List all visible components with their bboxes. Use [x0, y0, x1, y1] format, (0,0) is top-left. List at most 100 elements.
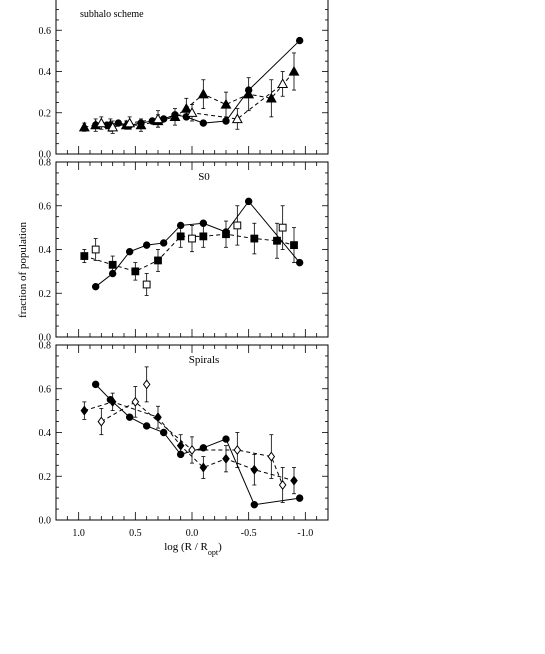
data-point-filled-circle [91, 380, 100, 389]
data-point-filled-circle [199, 119, 208, 127]
data-point-filled-circle [91, 282, 100, 291]
data-point-filled-triangle [135, 119, 147, 130]
data-point-open-square [188, 234, 196, 243]
series-filled-triangle [78, 52, 300, 132]
series-open-diamond [142, 366, 151, 403]
data-point-filled-triangle [265, 92, 277, 103]
data-point-filled-square [154, 256, 162, 265]
series-line [95, 200, 301, 288]
data-point-open-triangle [186, 107, 198, 117]
y-tick-label: 0.0 [39, 150, 52, 161]
y-axis-label: fraction of population [17, 222, 29, 318]
data-point-filled-diamond [199, 462, 208, 473]
data-point-filled-square [80, 252, 89, 260]
data-point-filled-diamond [108, 396, 117, 407]
data-point-open-triangle [277, 78, 289, 89]
data-point-filled-circle [159, 239, 168, 247]
plot-frame [55, 0, 329, 155]
data-point-filled-circle [222, 435, 230, 443]
y-tick-label: 0.0 [39, 516, 52, 527]
series-group [80, 366, 304, 509]
data-point-filled-square [131, 267, 140, 276]
y-tick-label: 0.6 [39, 201, 52, 212]
y-tick-label: 0.6 [39, 384, 52, 395]
y-tick-label: 0.4 [39, 245, 52, 256]
x-tick-label: -1.0 [297, 528, 313, 539]
data-point-filled-triangle [243, 88, 255, 99]
y-tick-label: 0.4 [39, 428, 52, 439]
x-tick-label: 1.0 [72, 528, 85, 539]
data-point-open-square [233, 221, 242, 230]
panel-title: S0 [198, 171, 210, 183]
data-point-filled-circle [125, 247, 134, 256]
data-point-open-square [278, 223, 287, 232]
data-point-filled-triangle [180, 102, 192, 113]
data-point-filled-square [108, 260, 117, 269]
data-point-filled-diamond [290, 475, 298, 486]
data-point-open-triangle [95, 117, 107, 128]
series-group [80, 197, 304, 296]
panel-bottom: 0.0 0.2 0.4 0.6 0.8 1.0 0.5 0.0 -0.5 -1.0 Spirals [39, 341, 329, 539]
plot-frame [55, 344, 329, 521]
data-point-filled-diamond [176, 440, 185, 451]
y-tick-label: 0.4 [39, 67, 52, 78]
data-point-filled-triangle [197, 88, 209, 99]
y-tick-label: 0.2 [39, 108, 52, 119]
data-point-filled-circle [295, 494, 304, 502]
data-point-filled-circle [244, 197, 253, 206]
data-point-filled-square [199, 232, 208, 241]
data-point-filled-diamond [154, 412, 162, 423]
data-point-open-triangle [107, 121, 119, 132]
y-tick-label: 0.8 [39, 341, 52, 352]
panel-annotation: subhalo scheme [80, 9, 144, 20]
x-tick-label: 0.0 [186, 528, 199, 539]
data-point-filled-square [273, 236, 281, 245]
data-point-filled-square [290, 241, 298, 250]
panel-title: Spirals [189, 354, 220, 366]
data-point-open-diamond [278, 479, 287, 491]
data-point-open-diamond [131, 396, 140, 407]
series-open-diamond [97, 386, 287, 503]
data-point-open-triangle [231, 113, 243, 124]
series-line [95, 384, 300, 506]
data-point-open-diamond [142, 379, 151, 390]
data-point-filled-diamond [222, 453, 230, 464]
data-point-open-square [142, 280, 151, 289]
data-point-filled-square [222, 230, 230, 239]
data-point-filled-circle [159, 428, 168, 437]
series-open-square [91, 205, 287, 296]
data-point-open-triangle [152, 113, 164, 124]
data-point-filled-circle [142, 422, 151, 430]
series-group [78, 36, 304, 134]
y-tick-label: 0.0 [39, 333, 52, 344]
data-point-open-diamond [188, 444, 196, 456]
y-tick-label: 0.2 [39, 289, 52, 300]
data-point-filled-circle [295, 258, 304, 267]
data-point-filled-square [250, 234, 259, 243]
data-point-filled-circle [250, 500, 259, 509]
panel-middle: 0.0 0.2 0.4 0.6 0.8 S0 [39, 158, 329, 344]
x-tick-label: -0.5 [241, 528, 257, 539]
data-point-filled-circle [199, 444, 208, 452]
data-point-filled-diamond [80, 405, 89, 416]
data-point-filled-diamond [250, 464, 259, 475]
x-axis-label-subscript: opt [208, 548, 219, 557]
data-point-open-diamond [97, 416, 106, 427]
data-point-filled-triangle [288, 65, 300, 76]
x-axis-label-close: ) [218, 541, 222, 553]
series-open-triangle [95, 71, 289, 134]
series-filled-circle [91, 197, 304, 291]
x-tick-label: 0.5 [129, 528, 142, 539]
data-point-filled-triangle [78, 121, 90, 132]
data-point-open-square [91, 245, 100, 254]
data-point-filled-triangle [220, 98, 232, 109]
data-point-open-diamond [233, 444, 242, 456]
panel-top: 0.0 0.2 0.4 0.6 subhalo scheme [39, 0, 329, 161]
series-line [101, 401, 284, 486]
data-point-filled-circle [295, 36, 304, 45]
x-axis-label: log (R / Ropt) [164, 541, 222, 557]
data-point-filled-circle [142, 241, 151, 249]
y-tick-label: 0.8 [39, 158, 52, 169]
